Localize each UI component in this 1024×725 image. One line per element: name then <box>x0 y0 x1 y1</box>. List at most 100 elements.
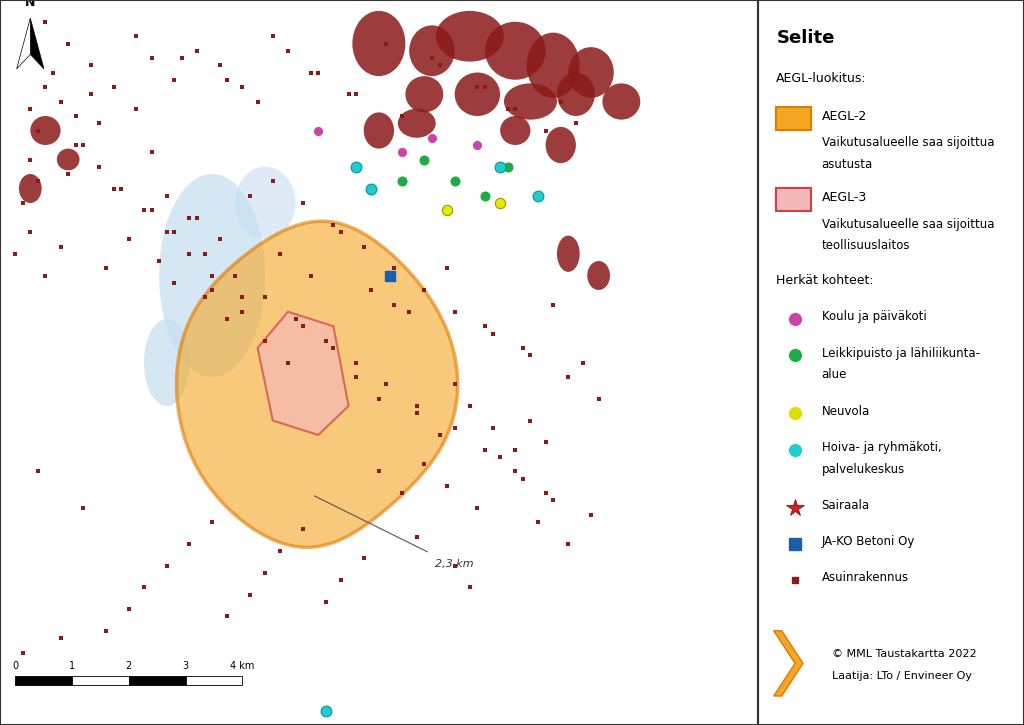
Point <box>188 45 205 57</box>
Point <box>90 161 106 173</box>
Point <box>553 96 569 107</box>
Point <box>515 342 531 354</box>
Point <box>529 190 546 202</box>
Point <box>393 110 410 122</box>
Point <box>105 81 122 93</box>
Point <box>280 45 296 57</box>
Point <box>30 175 46 187</box>
Ellipse shape <box>557 236 580 272</box>
Point <box>333 574 349 586</box>
Point <box>409 407 425 419</box>
Point <box>348 161 365 173</box>
Text: AEGL-3: AEGL-3 <box>821 191 867 204</box>
Point <box>507 444 523 455</box>
Point <box>446 175 463 187</box>
Point <box>45 67 61 78</box>
Point <box>136 204 153 216</box>
Ellipse shape <box>19 174 42 203</box>
Point <box>295 197 311 209</box>
Point <box>431 429 447 441</box>
Point <box>23 103 39 115</box>
Ellipse shape <box>56 149 80 170</box>
Point <box>272 248 289 260</box>
Point <box>340 88 356 100</box>
Point <box>484 328 501 339</box>
Point <box>14 647 31 658</box>
Point <box>522 59 539 71</box>
Point <box>280 357 296 368</box>
Point <box>37 270 53 281</box>
Ellipse shape <box>364 112 394 149</box>
Point <box>393 175 410 187</box>
Point <box>393 146 410 158</box>
Point <box>545 299 561 310</box>
Point <box>355 552 372 564</box>
Point <box>181 248 198 260</box>
Point <box>364 183 380 194</box>
Ellipse shape <box>500 116 530 145</box>
Point <box>105 81 122 93</box>
Point <box>492 161 508 173</box>
Point <box>560 538 577 550</box>
Text: Vaikutusalueelle saa sijoittua: Vaikutusalueelle saa sijoittua <box>821 218 994 231</box>
Point <box>83 88 99 100</box>
Point <box>393 487 410 499</box>
Point <box>98 625 115 637</box>
Point <box>446 422 463 434</box>
Text: Herkät kohteet:: Herkät kohteet: <box>776 274 874 287</box>
Point <box>75 502 91 513</box>
Polygon shape <box>774 631 803 696</box>
Point <box>37 16 53 28</box>
Bar <box>15 676 72 685</box>
Point <box>567 117 584 129</box>
Ellipse shape <box>410 25 455 76</box>
Point <box>128 103 144 115</box>
Point <box>507 465 523 477</box>
Point <box>166 226 182 238</box>
Point <box>188 212 205 223</box>
Point <box>52 241 69 252</box>
Point <box>23 226 39 238</box>
Point <box>371 393 387 405</box>
Point <box>204 270 220 281</box>
Ellipse shape <box>557 72 595 116</box>
Point <box>348 161 365 173</box>
Point <box>181 212 198 223</box>
Text: © MML Taustakartta 2022: © MML Taustakartta 2022 <box>833 649 977 659</box>
Point <box>348 88 365 100</box>
Point <box>538 436 554 448</box>
Ellipse shape <box>568 47 613 98</box>
Text: 3: 3 <box>182 661 188 671</box>
Point <box>416 284 432 296</box>
Point <box>90 161 106 173</box>
Point <box>317 335 334 347</box>
Text: Neuvola: Neuvola <box>821 405 870 418</box>
Point <box>477 81 494 93</box>
Point <box>295 523 311 535</box>
Text: teollisuuslaitos: teollisuuslaitos <box>821 239 910 252</box>
Point <box>212 59 228 71</box>
Point <box>197 248 213 260</box>
Text: Selite: Selite <box>776 29 835 47</box>
Text: Sairaala: Sairaala <box>821 499 869 512</box>
Point <box>477 444 494 455</box>
Point <box>446 306 463 318</box>
Point <box>14 197 31 209</box>
Point <box>234 81 251 93</box>
Point <box>409 400 425 412</box>
Point <box>401 306 418 318</box>
Ellipse shape <box>485 22 546 80</box>
Text: Asuinrakennus: Asuinrakennus <box>821 571 908 584</box>
Bar <box>129 676 185 685</box>
Point <box>264 175 281 187</box>
Point <box>242 589 258 600</box>
Point <box>477 320 494 332</box>
Point <box>197 291 213 303</box>
Ellipse shape <box>406 76 443 112</box>
Polygon shape <box>31 18 44 69</box>
Point <box>371 465 387 477</box>
Point <box>174 52 190 64</box>
Ellipse shape <box>504 83 557 120</box>
Point <box>591 393 607 405</box>
Point <box>469 139 485 151</box>
